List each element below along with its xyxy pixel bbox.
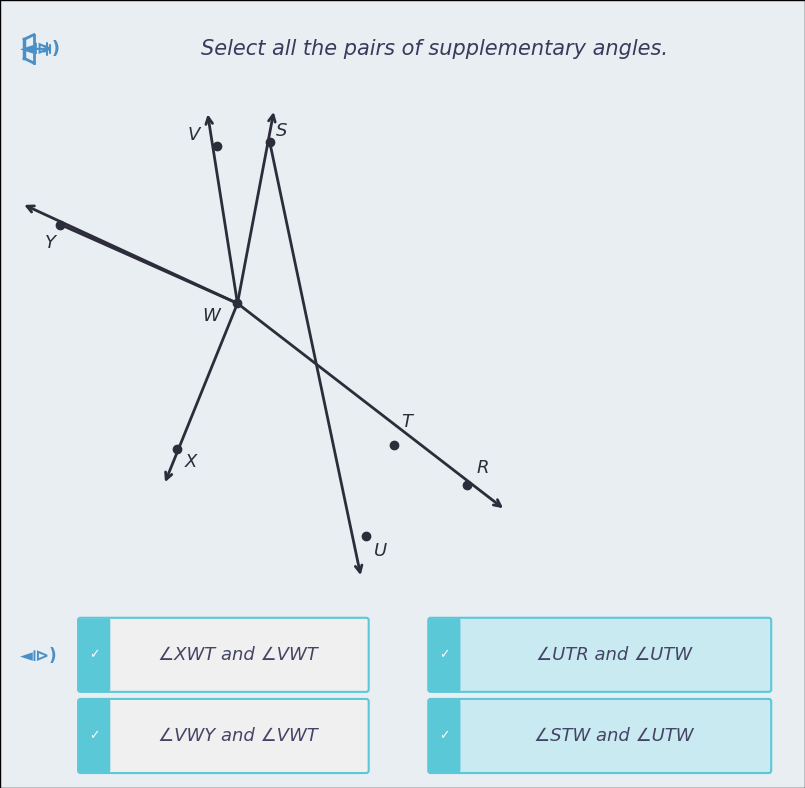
FancyBboxPatch shape — [78, 618, 369, 692]
Text: W: W — [202, 307, 220, 325]
FancyBboxPatch shape — [429, 700, 460, 772]
Text: ∠VWY and ∠VWT: ∠VWY and ∠VWT — [158, 727, 317, 745]
Text: Y: Y — [45, 234, 56, 252]
Text: S: S — [276, 122, 287, 140]
Text: ◄⧐): ◄⧐) — [20, 647, 58, 664]
Text: X: X — [185, 453, 197, 471]
Text: ∠UTR and ∠UTW: ∠UTR and ∠UTW — [536, 646, 691, 663]
FancyBboxPatch shape — [428, 618, 771, 692]
FancyBboxPatch shape — [78, 699, 369, 773]
Text: U: U — [374, 542, 387, 560]
Text: ✓: ✓ — [89, 649, 100, 661]
FancyBboxPatch shape — [429, 619, 460, 691]
FancyBboxPatch shape — [79, 700, 110, 772]
Text: ✓: ✓ — [440, 730, 450, 742]
Text: T: T — [401, 413, 412, 431]
Text: ◄⧐): ◄⧐) — [20, 40, 61, 58]
Text: V: V — [188, 126, 200, 144]
Text: ✓: ✓ — [89, 730, 100, 742]
Text: Select all the pairs of supplementary angles.: Select all the pairs of supplementary an… — [201, 39, 668, 59]
Text: ∠XWT and ∠VWT: ∠XWT and ∠VWT — [158, 646, 317, 663]
Text: ∠STW and ∠UTW: ∠STW and ∠UTW — [534, 727, 694, 745]
FancyBboxPatch shape — [428, 699, 771, 773]
Text: R: R — [477, 459, 489, 477]
Text: ✓: ✓ — [440, 649, 450, 661]
FancyBboxPatch shape — [79, 619, 110, 691]
